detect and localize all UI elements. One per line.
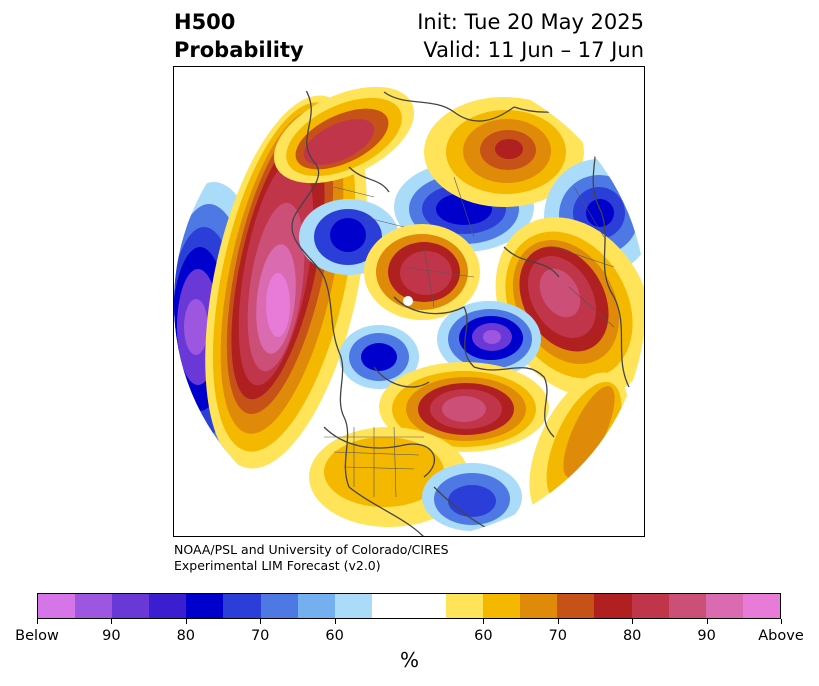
colorbar-swatch (668, 594, 706, 618)
forecast-dates: Init: Tue 20 May 2025 Valid: 11 Jun – 17… (417, 8, 644, 64)
polar-stereographic-map (174, 67, 644, 536)
colorbar-tick-mark (260, 619, 262, 624)
alaska-above-anomaly (273, 86, 415, 184)
caspian-below-anomaly (437, 301, 541, 377)
atlantic-below-anomaly (422, 463, 522, 531)
colorbar-swatch (446, 594, 484, 618)
colorbar-swatch (149, 594, 187, 618)
colorbar-swatch (742, 594, 780, 618)
colorbar-swatch (297, 594, 335, 618)
title-line-1: H500 (174, 10, 236, 34)
init-date: Init: Tue 20 May 2025 (417, 10, 644, 34)
colorbar-swatch (223, 594, 261, 618)
colorbar-tick-mark (781, 619, 782, 624)
credit-text: NOAA/PSL and University of Colorado/CIRE… (174, 542, 449, 574)
colorbar-units: % (399, 648, 419, 672)
colorbar-swatch (334, 594, 372, 618)
colorbar-tick-label: 70 (250, 628, 270, 644)
colorbar-swatch (371, 594, 409, 618)
colorbar-tick-mark (706, 619, 708, 624)
colorbar-swatch (112, 594, 150, 618)
colorbar-tick-label: Above (758, 628, 804, 644)
colorbar (37, 593, 781, 619)
valid-dates: Valid: 11 Jun – 17 Jun (423, 38, 644, 62)
colorbar-tick-mark (557, 619, 559, 624)
colorbar-tick-mark (37, 619, 38, 624)
colorbar-swatch (557, 594, 595, 618)
colorbar-tick-mark (632, 619, 634, 624)
pole-above-anomaly (364, 224, 480, 320)
colorbar-swatch (408, 594, 447, 618)
title-line-2: Probability (174, 38, 304, 62)
credit-line-2: Experimental LIM Forecast (v2.0) (174, 558, 381, 573)
colorbar-tick-mark (185, 619, 187, 624)
country-borders (324, 176, 615, 498)
colorbar-tick-label: 70 (548, 628, 568, 644)
chart-title: H500 Probability (174, 8, 304, 64)
colorbar-tick-label: 90 (697, 628, 716, 644)
colorbar-tick-label: 60 (325, 628, 344, 644)
west-coast-above-anomaly (205, 95, 367, 469)
colorbar-swatch (520, 594, 558, 618)
colorbar-tick-label: 90 (102, 628, 121, 644)
colorbar-tick-label: 80 (176, 628, 196, 644)
east-siberia-above-anomaly (424, 97, 584, 207)
probability-map (173, 66, 645, 537)
colorbar-tick-label: 60 (474, 628, 493, 644)
colorbar-swatch (260, 594, 298, 618)
credit-line-1: NOAA/PSL and University of Colorado/CIRE… (174, 542, 449, 557)
colorbar-tick-mark (334, 619, 336, 624)
colorbar-swatch (483, 594, 521, 618)
colorbar-swatch (38, 594, 76, 618)
colorbar-tick-mark (111, 619, 113, 624)
colorbar-tick-label: Below (15, 628, 59, 644)
colorbar-swatch (75, 594, 113, 618)
east-asia-below-anomaly (339, 325, 419, 389)
colorbar-swatch (705, 594, 743, 618)
colorbar-swatch (594, 594, 632, 618)
colorbar-tick-label: 80 (622, 628, 642, 644)
colorbar-swatch (186, 594, 224, 618)
colorbar-tick-mark (483, 619, 485, 624)
colorbar-swatch (631, 594, 669, 618)
north-pole-marker (403, 296, 413, 306)
north-atlantic-above-anomaly (379, 362, 549, 452)
